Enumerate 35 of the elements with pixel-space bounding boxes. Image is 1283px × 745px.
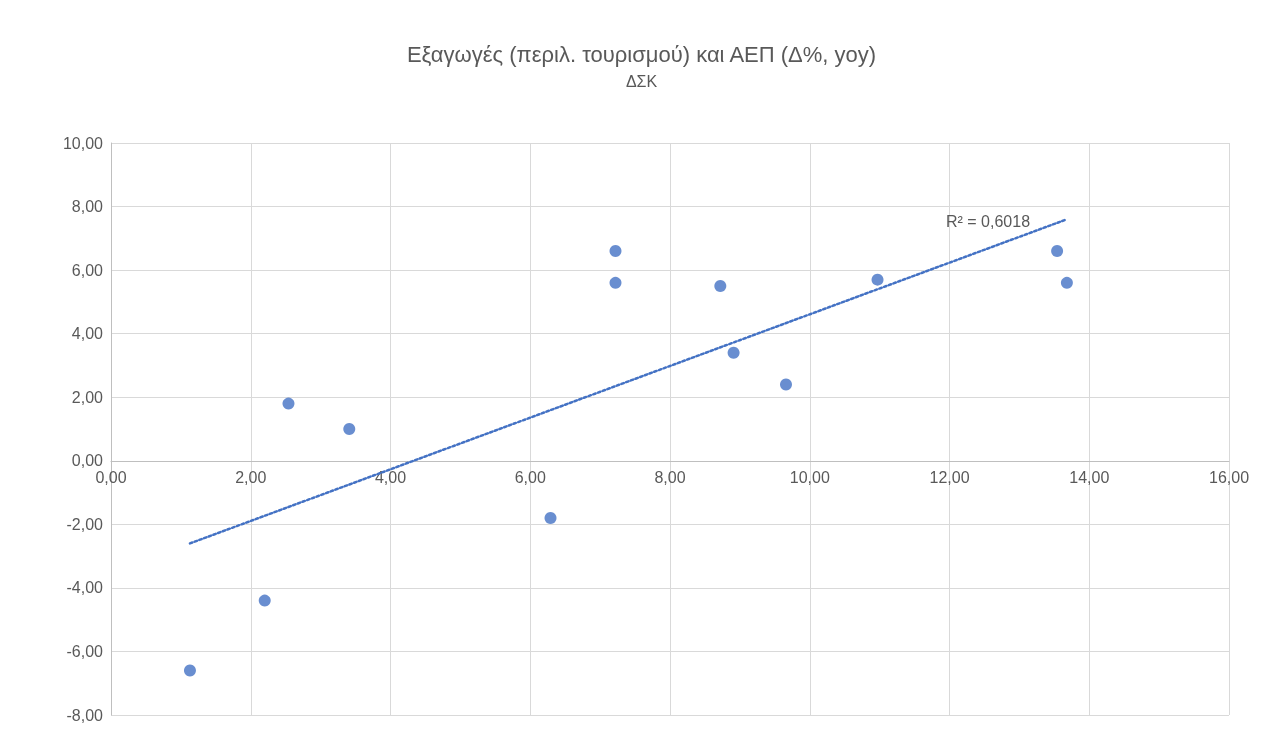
point bbox=[1051, 245, 1064, 258]
y-tick-label: -4,00 bbox=[66, 579, 104, 597]
x-tick-label: 6,00 bbox=[514, 468, 546, 486]
annotation: R² = 0,6018 bbox=[946, 212, 1031, 230]
y-tick-label: 6,00 bbox=[71, 261, 104, 279]
x-tick-label: 8,00 bbox=[654, 468, 686, 486]
chart-title: Εξαγωγές (περιλ. τουρισμού) και ΑΕΠ (Δ%, yoy) bbox=[406, 41, 877, 67]
x-tick-label: 10,00 bbox=[789, 468, 830, 486]
y-tick-label: 8,00 bbox=[71, 198, 104, 216]
point bbox=[258, 594, 271, 607]
x-tick-label: 0,00 bbox=[95, 468, 127, 486]
x-tick-label: 4,00 bbox=[374, 468, 407, 486]
y-tick-label: -6,00 bbox=[66, 642, 104, 660]
chart-subtitle: ΔΣΚ bbox=[625, 72, 658, 90]
point bbox=[780, 378, 792, 391]
x-tick-label: 2,00 bbox=[235, 468, 267, 486]
point bbox=[343, 423, 356, 435]
point bbox=[544, 511, 557, 524]
y-tick-label: 0,00 bbox=[71, 452, 104, 470]
y-tick-label: 2,00 bbox=[71, 388, 104, 406]
point bbox=[183, 664, 196, 677]
y-tick-label: 10,00 bbox=[62, 134, 104, 152]
x-tick-label: 12,00 bbox=[929, 468, 970, 486]
y-tick-label: -8,00 bbox=[66, 706, 104, 724]
point bbox=[727, 346, 740, 359]
x-tick-label: 14,00 bbox=[1069, 468, 1110, 486]
point bbox=[1060, 276, 1073, 289]
point bbox=[282, 397, 295, 410]
point bbox=[714, 280, 727, 292]
y-tick-label: -2,00 bbox=[66, 515, 104, 533]
point bbox=[609, 245, 622, 258]
point bbox=[609, 276, 622, 289]
point bbox=[871, 273, 884, 286]
x-tick-label: 16,00 bbox=[1208, 468, 1250, 486]
y-tick-label: 4,00 bbox=[71, 325, 104, 343]
